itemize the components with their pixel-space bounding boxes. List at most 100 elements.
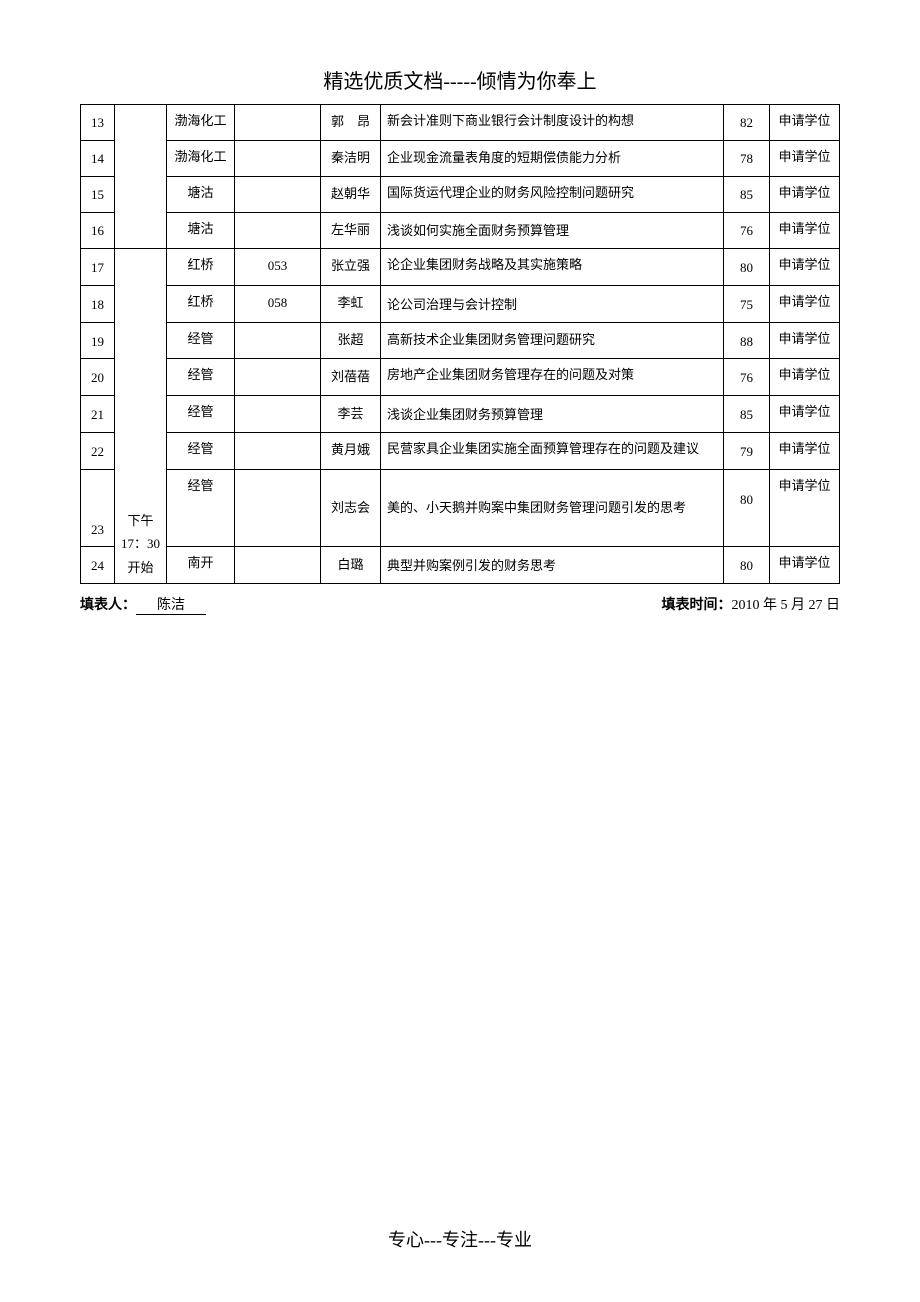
status: 申请学位 (770, 249, 840, 286)
status: 申请学位 (770, 469, 840, 547)
table-row: 23 经管 刘志会 美的、小天鹅并购案中集团财务管理问题引发的思考 80 申请学… (81, 469, 840, 547)
score: 85 (724, 177, 770, 213)
code (235, 213, 321, 249)
table-row: 19 经管 张超 高新技术企业集团财务管理问题研究 88 申请学位 (81, 322, 840, 359)
score: 80 (724, 469, 770, 547)
thesis-title: 新会计准则下商业银行会计制度设计的构想 (381, 105, 724, 141)
filler-section: 填表人：陈洁 (80, 594, 206, 615)
student-name: 张立强 (321, 249, 381, 286)
row-number: 24 (81, 547, 115, 584)
status: 申请学位 (770, 396, 840, 433)
department: 渤海化工 (167, 141, 235, 177)
table-row: 14 渤海化工 秦洁明 企业现金流量表角度的短期偿债能力分析 78 申请学位 (81, 141, 840, 177)
thesis-title: 美的、小天鹅并购案中集团财务管理问题引发的思考 (381, 469, 724, 547)
student-name: 白璐 (321, 547, 381, 584)
table-row: 20 经管 刘蓓蓓 房地产企业集团财务管理存在的问题及对策 76 申请学位 (81, 359, 840, 396)
department: 经管 (167, 432, 235, 469)
thesis-title: 浅谈企业集团财务预算管理 (381, 396, 724, 433)
row-number: 22 (81, 432, 115, 469)
thesis-title: 房地产企业集团财务管理存在的问题及对策 (381, 359, 724, 396)
fill-time-section: 填表时间：2010 年 5 月 27 日 (662, 594, 841, 615)
code (235, 432, 321, 469)
department: 经管 (167, 396, 235, 433)
student-name: 李芸 (321, 396, 381, 433)
student-name: 秦洁明 (321, 141, 381, 177)
code (235, 177, 321, 213)
table-row: 13 渤海化工 郭 昂 新会计准则下商业银行会计制度设计的构想 82 申请学位 (81, 105, 840, 141)
time-slot-cell (115, 105, 167, 249)
department: 南开 (167, 547, 235, 584)
student-name: 黄月娥 (321, 432, 381, 469)
status: 申请学位 (770, 322, 840, 359)
table-row: 22 经管 黄月娥 民营家具企业集团实施全面预算管理存在的问题及建议 79 申请… (81, 432, 840, 469)
status: 申请学位 (770, 547, 840, 584)
department: 经管 (167, 359, 235, 396)
status: 申请学位 (770, 141, 840, 177)
score: 80 (724, 249, 770, 286)
score: 76 (724, 213, 770, 249)
thesis-table: 13 渤海化工 郭 昂 新会计准则下商业银行会计制度设计的构想 82 申请学位 … (80, 104, 840, 584)
status: 申请学位 (770, 359, 840, 396)
row-number: 16 (81, 213, 115, 249)
student-name: 刘志会 (321, 469, 381, 547)
row-number: 19 (81, 322, 115, 359)
student-name: 张超 (321, 322, 381, 359)
row-number: 13 (81, 105, 115, 141)
thesis-title: 论企业集团财务战略及其实施策略 (381, 249, 724, 286)
score: 75 (724, 285, 770, 322)
page-footer: 专心---专注---专业 (0, 1226, 920, 1252)
thesis-title: 浅谈如何实施全面财务预算管理 (381, 213, 724, 249)
table-row: 15 塘沽 赵朝华 国际货运代理企业的财务风险控制问题研究 85 申请学位 (81, 177, 840, 213)
filler-name: 陈洁 (136, 594, 206, 615)
code (235, 105, 321, 141)
status: 申请学位 (770, 285, 840, 322)
table-container: 13 渤海化工 郭 昂 新会计准则下商业银行会计制度设计的构想 82 申请学位 … (0, 104, 920, 584)
table-row: 21 经管 李芸 浅谈企业集团财务预算管理 85 申请学位 (81, 396, 840, 433)
thesis-title: 民营家具企业集团实施全面预算管理存在的问题及建议 (381, 432, 724, 469)
department: 渤海化工 (167, 105, 235, 141)
fill-time-label: 填表时间： (662, 598, 732, 613)
thesis-title: 高新技术企业集团财务管理问题研究 (381, 322, 724, 359)
score: 80 (724, 547, 770, 584)
score: 88 (724, 322, 770, 359)
row-number: 18 (81, 285, 115, 322)
code (235, 396, 321, 433)
code: 058 (235, 285, 321, 322)
score: 78 (724, 141, 770, 177)
row-number: 20 (81, 359, 115, 396)
status: 申请学位 (770, 432, 840, 469)
code (235, 141, 321, 177)
score: 82 (724, 105, 770, 141)
department: 经管 (167, 469, 235, 547)
form-footer: 填表人：陈洁 填表时间：2010 年 5 月 27 日 (0, 584, 920, 615)
code (235, 547, 321, 584)
score: 79 (724, 432, 770, 469)
row-number: 17 (81, 249, 115, 286)
time-slot-cell: 下午 17：30 开始 (115, 249, 167, 584)
department: 塘沽 (167, 177, 235, 213)
code (235, 469, 321, 547)
row-number: 23 (81, 469, 115, 547)
table-row: 18 红桥 058 李虹 论公司治理与会计控制 75 申请学位 (81, 285, 840, 322)
score: 85 (724, 396, 770, 433)
thesis-title: 国际货运代理企业的财务风险控制问题研究 (381, 177, 724, 213)
thesis-title: 典型并购案例引发的财务思考 (381, 547, 724, 584)
row-number: 15 (81, 177, 115, 213)
score: 76 (724, 359, 770, 396)
code (235, 322, 321, 359)
row-number: 21 (81, 396, 115, 433)
department: 红桥 (167, 249, 235, 286)
code (235, 359, 321, 396)
code: 053 (235, 249, 321, 286)
student-name: 刘蓓蓓 (321, 359, 381, 396)
department: 红桥 (167, 285, 235, 322)
student-name: 赵朝华 (321, 177, 381, 213)
status: 申请学位 (770, 177, 840, 213)
department: 经管 (167, 322, 235, 359)
table-row: 16 塘沽 左华丽 浅谈如何实施全面财务预算管理 76 申请学位 (81, 213, 840, 249)
status: 申请学位 (770, 105, 840, 141)
filler-label: 填表人： (80, 598, 136, 613)
thesis-title: 企业现金流量表角度的短期偿债能力分析 (381, 141, 724, 177)
student-name: 左华丽 (321, 213, 381, 249)
student-name: 郭 昂 (321, 105, 381, 141)
